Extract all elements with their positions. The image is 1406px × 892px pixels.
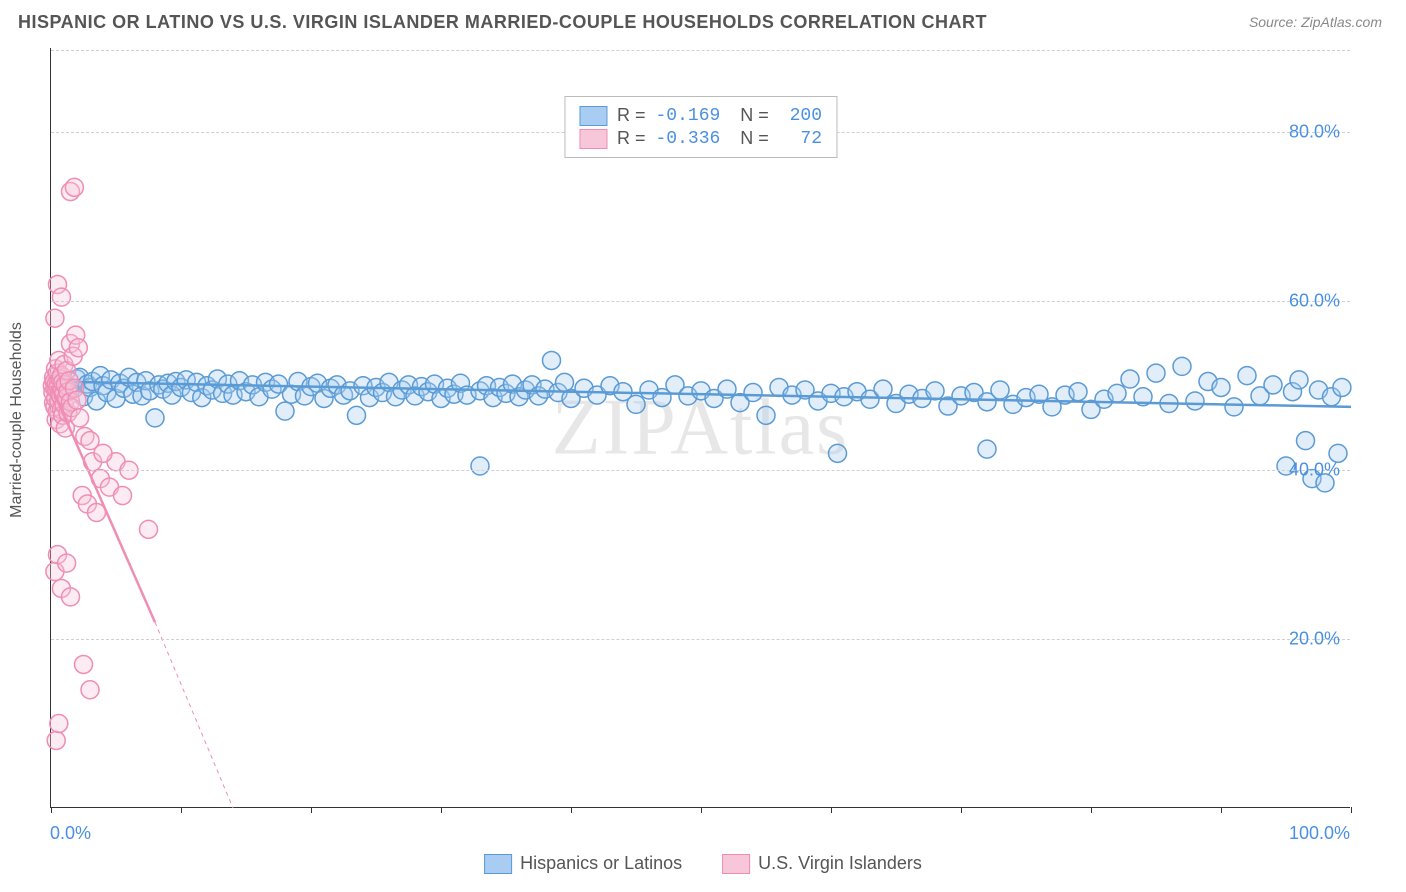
x-min-label: 0.0% [50, 823, 91, 844]
data-point-hispanics [146, 409, 164, 427]
data-point-usvi [65, 178, 83, 196]
x-tick [1221, 807, 1222, 813]
data-point-usvi [140, 520, 158, 538]
legend-swatch [484, 854, 512, 874]
y-axis-label: Married-couple Households [8, 322, 26, 518]
legend-n-label: N = [730, 105, 769, 126]
legend-r-label: R = [617, 105, 646, 126]
data-point-hispanics [1121, 370, 1139, 388]
data-point-usvi [50, 715, 68, 733]
data-point-usvi [47, 731, 65, 749]
data-point-hispanics [627, 395, 645, 413]
legend-swatch [579, 106, 607, 126]
stats-legend-row: R = -0.336 N = 72 [579, 128, 822, 149]
data-point-usvi [68, 391, 86, 409]
data-point-hispanics [1225, 398, 1243, 416]
data-point-hispanics [1173, 357, 1191, 375]
grid-line [51, 639, 1350, 640]
plot-area: ZIPAtlas R = -0.169 N = 200 R = -0.336 N… [50, 48, 1350, 808]
grid-line [51, 301, 1350, 302]
grid-line [51, 470, 1350, 471]
trend-line-ext-usvi [155, 622, 233, 808]
data-point-usvi [52, 288, 70, 306]
data-point-hispanics [1212, 378, 1230, 396]
series-legend-item: Hispanics or Latinos [484, 853, 682, 874]
data-point-hispanics [926, 382, 944, 400]
legend-swatch [722, 854, 750, 874]
x-tick [1091, 807, 1092, 813]
data-point-hispanics [471, 457, 489, 475]
data-point-hispanics [276, 402, 294, 420]
data-point-hispanics [757, 406, 775, 424]
chart-title: HISPANIC OR LATINO VS U.S. VIRGIN ISLAND… [18, 12, 987, 33]
stats-legend-row: R = -0.169 N = 200 [579, 105, 822, 126]
series-legend-item: U.S. Virgin Islanders [722, 853, 922, 874]
data-point-usvi [69, 339, 87, 357]
data-point-usvi [62, 588, 80, 606]
y-tick-label: 80.0% [1289, 122, 1340, 143]
data-point-hispanics [1108, 384, 1126, 402]
data-point-hispanics [1297, 432, 1315, 450]
data-point-usvi [71, 409, 89, 427]
legend-swatch [579, 129, 607, 149]
legend-r-label: R = [617, 128, 646, 149]
grid-line [51, 50, 1350, 51]
data-point-hispanics [1264, 376, 1282, 394]
data-point-hispanics [1290, 371, 1308, 389]
data-point-usvi [46, 309, 64, 327]
data-point-usvi [114, 487, 132, 505]
data-point-hispanics [1333, 378, 1351, 396]
y-tick-label: 20.0% [1289, 629, 1340, 650]
legend-r-value: -0.169 [655, 106, 720, 126]
series-legend-label: Hispanics or Latinos [520, 853, 682, 874]
stats-legend: R = -0.169 N = 200 R = -0.336 N = 72 [564, 96, 837, 158]
x-tick [181, 807, 182, 813]
data-point-hispanics [1069, 383, 1087, 401]
legend-n-value: 72 [779, 129, 822, 149]
x-tick [701, 807, 702, 813]
series-legend: Hispanics or Latinos U.S. Virgin Islander… [484, 853, 922, 874]
x-tick [311, 807, 312, 813]
data-point-hispanics [1186, 392, 1204, 410]
data-point-hispanics [543, 351, 561, 369]
x-tick [571, 807, 572, 813]
data-point-hispanics [348, 406, 366, 424]
x-tick [961, 807, 962, 813]
data-point-usvi [75, 655, 93, 673]
legend-r-value: -0.336 [655, 129, 720, 149]
x-tick [441, 807, 442, 813]
chart-svg [51, 48, 1350, 807]
x-max-label: 100.0% [1289, 823, 1350, 844]
data-point-usvi [81, 681, 99, 699]
y-tick-label: 60.0% [1289, 291, 1340, 312]
source-credit: Source: ZipAtlas.com [1249, 14, 1382, 30]
data-point-hispanics [1147, 364, 1165, 382]
data-point-usvi [58, 554, 76, 572]
data-point-hispanics [744, 384, 762, 402]
legend-n-value: 200 [779, 106, 822, 126]
x-tick [51, 807, 52, 813]
data-point-hispanics [991, 381, 1009, 399]
data-point-hispanics [1238, 367, 1256, 385]
data-point-hispanics [874, 380, 892, 398]
x-tick [831, 807, 832, 813]
data-point-hispanics [829, 444, 847, 462]
data-point-hispanics [978, 440, 996, 458]
legend-n-label: N = [730, 128, 769, 149]
series-legend-label: U.S. Virgin Islanders [758, 853, 922, 874]
x-tick [1351, 807, 1352, 813]
data-point-usvi [94, 444, 112, 462]
y-tick-label: 40.0% [1289, 460, 1340, 481]
